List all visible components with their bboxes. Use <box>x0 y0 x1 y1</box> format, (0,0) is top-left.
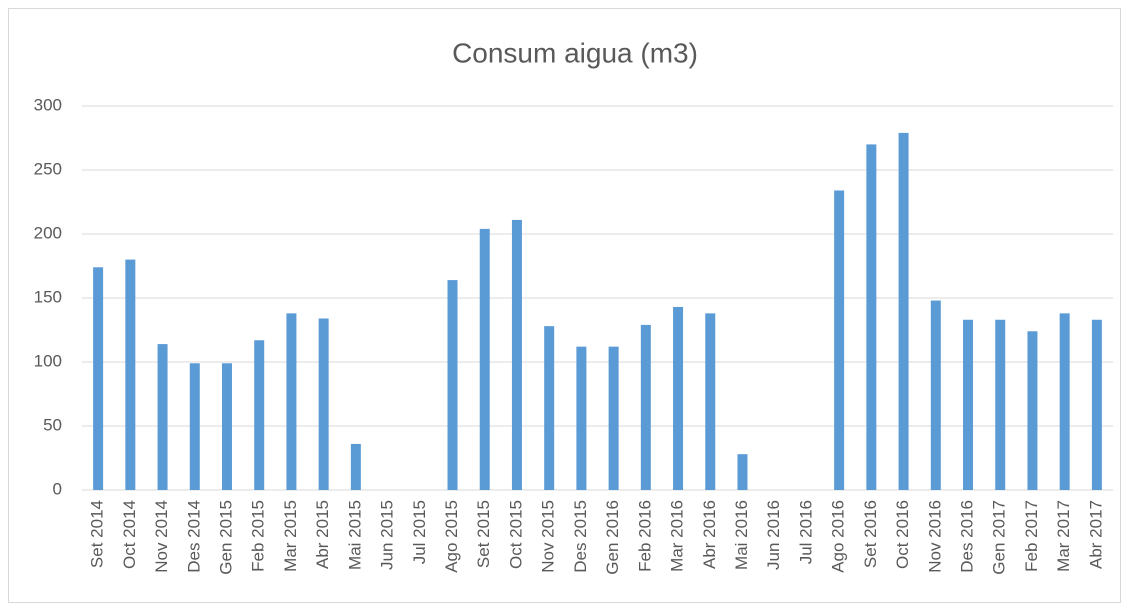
x-tick-label: Des 2014 <box>184 500 203 573</box>
x-tick-label: Set 2015 <box>474 500 493 568</box>
bar <box>930 300 941 490</box>
bar <box>1027 331 1038 490</box>
y-tick-label: 300 <box>34 95 62 114</box>
bar <box>963 319 974 490</box>
x-tick-label: Oct 2016 <box>893 500 912 569</box>
x-tick-label: Gen 2016 <box>603 500 622 575</box>
bar <box>576 346 587 490</box>
x-tick-label: Nov 2016 <box>925 500 944 573</box>
bar <box>705 313 716 490</box>
x-tick-label: Nov 2014 <box>152 500 171 573</box>
x-tick-label: Ago 2016 <box>829 500 848 573</box>
x-tick-label: Mar 2017 <box>1054 500 1073 572</box>
bar <box>1059 313 1070 490</box>
bar <box>125 259 136 490</box>
bar <box>544 326 555 490</box>
bar <box>447 280 458 490</box>
y-tick-label: 0 <box>53 479 62 498</box>
x-tick-label: Des 2015 <box>571 500 590 573</box>
x-tick-label: Gen 2017 <box>990 500 1009 575</box>
x-tick-label: Jul 2016 <box>796 500 815 564</box>
bar <box>350 443 361 490</box>
bar <box>673 306 684 490</box>
x-tick-label: Oct 2015 <box>506 500 525 569</box>
x-tick-label: Jun 2015 <box>378 500 397 570</box>
x-tick-label: Gen 2015 <box>216 500 235 575</box>
bar <box>995 319 1006 490</box>
x-tick-label: Mai 2015 <box>345 500 364 570</box>
chart-title: Consum aigua (m3) <box>452 37 698 68</box>
x-tick-label: Feb 2015 <box>249 500 268 572</box>
bar <box>93 267 104 490</box>
y-tick-label: 200 <box>34 223 62 242</box>
bar <box>221 363 232 490</box>
bar <box>479 228 490 490</box>
x-tick-label: Mar 2015 <box>281 500 300 572</box>
x-tick-label: Feb 2016 <box>635 500 654 572</box>
bar <box>608 346 619 490</box>
x-tick-label: Abr 2017 <box>1086 500 1105 569</box>
x-tick-label: Feb 2017 <box>1022 500 1041 572</box>
y-tick-label: 100 <box>34 351 62 370</box>
y-tick-label: 50 <box>43 415 62 434</box>
x-tick-label: Set 2016 <box>861 500 880 568</box>
x-tick-label: Jun 2016 <box>764 500 783 570</box>
x-tick-label: Oct 2014 <box>120 500 139 569</box>
bar <box>254 340 265 490</box>
x-tick-label: Abr 2016 <box>700 500 719 569</box>
bar <box>866 144 877 490</box>
y-tick-label: 250 <box>34 159 62 178</box>
x-tick-label: Ago 2015 <box>442 500 461 573</box>
bar <box>1091 319 1102 490</box>
bar <box>157 344 168 490</box>
x-tick-label: Set 2014 <box>88 500 107 568</box>
bar <box>898 132 909 490</box>
bar <box>737 454 748 490</box>
x-tick-label: Des 2016 <box>958 500 977 573</box>
x-tick-label: Mar 2016 <box>668 500 687 572</box>
x-tick-label: Jul 2015 <box>410 500 429 564</box>
x-tick-label: Nov 2015 <box>539 500 558 573</box>
bar <box>511 219 522 491</box>
bar <box>834 190 845 491</box>
bar <box>640 324 651 490</box>
bar <box>189 363 200 490</box>
y-tick-label: 150 <box>34 287 62 306</box>
bar <box>286 313 297 490</box>
x-tick-label: Abr 2015 <box>313 500 332 569</box>
bar <box>318 318 329 490</box>
chart-border <box>8 8 1121 603</box>
x-tick-label: Mai 2016 <box>732 500 751 570</box>
